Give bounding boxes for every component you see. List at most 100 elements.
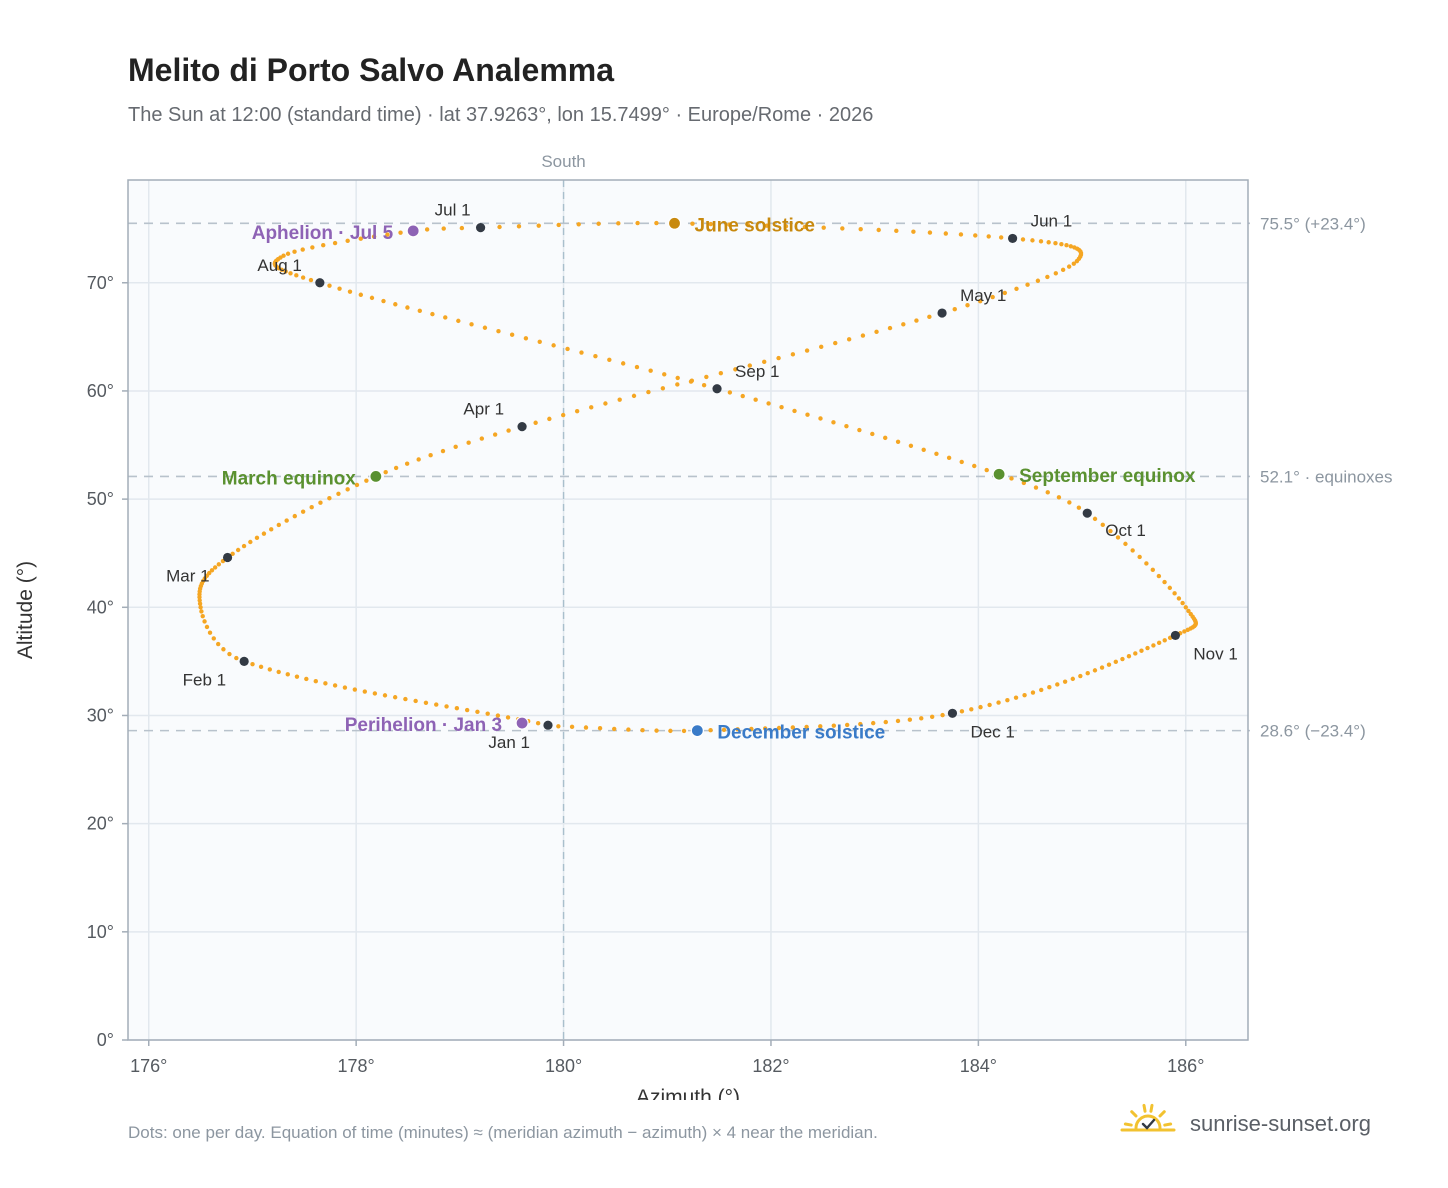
daily-dot <box>482 325 488 330</box>
daily-dot <box>883 719 888 725</box>
daily-dot <box>466 440 471 445</box>
y-tick-label: 10° <box>87 922 114 942</box>
x-tick-label: 176° <box>130 1056 167 1076</box>
daily-dot <box>660 386 666 391</box>
daily-dot <box>626 727 631 732</box>
event-marker <box>515 716 529 730</box>
daily-dot <box>283 269 288 274</box>
daily-dot <box>1145 645 1150 651</box>
daily-dot <box>560 412 566 418</box>
daily-dot <box>579 350 584 355</box>
daily-dot <box>1108 528 1113 534</box>
daily-dot <box>603 401 608 406</box>
month-label: Dec 1 <box>970 722 1014 741</box>
y-tick-label: 0° <box>97 1030 114 1050</box>
daily-dot <box>443 315 448 320</box>
daily-dot <box>766 401 771 406</box>
axes: 176° 178° 180° 182° 184° 186° 0° 10° 20° 30° 40° 50… <box>87 273 1205 1076</box>
daily-dot <box>300 247 305 252</box>
daily-dot <box>327 496 332 501</box>
daily-dot <box>704 374 709 380</box>
daily-dot <box>749 726 754 732</box>
daily-dot <box>894 228 899 234</box>
month-label: Sep 1 <box>735 362 779 381</box>
daily-dot <box>248 539 253 545</box>
daily-dot <box>1021 480 1027 486</box>
daily-dot <box>434 702 439 707</box>
daily-dot <box>1066 264 1072 269</box>
daily-dot <box>479 436 485 441</box>
event-marker <box>992 467 1006 481</box>
daily-dot <box>986 234 991 239</box>
daily-dot <box>589 405 594 410</box>
daily-dot <box>990 294 995 300</box>
month-label: May 1 <box>960 286 1006 305</box>
daily-dot <box>998 235 1004 240</box>
daily-dot <box>250 661 255 667</box>
daily-dot <box>943 231 949 236</box>
daily-dot <box>441 226 446 231</box>
daily-dot <box>323 681 328 686</box>
logo-ray <box>1123 1122 1133 1127</box>
month-label: Mar 1 <box>166 567 209 586</box>
daily-dot <box>681 728 687 734</box>
daily-dot <box>358 236 363 241</box>
daily-dot <box>1072 245 1077 250</box>
daily-dot <box>417 308 422 313</box>
daily-dot <box>523 336 529 341</box>
month-label: Jan 1 <box>488 733 530 752</box>
meridian-label: South <box>541 152 585 171</box>
daily-dot <box>583 725 589 730</box>
daily-dot <box>940 712 945 718</box>
month-label: Aug 1 <box>257 256 301 275</box>
daily-dot <box>199 609 204 614</box>
brand-name: sunrise-sunset.org <box>1190 1111 1371 1136</box>
daily-dot <box>1064 242 1069 248</box>
daily-dot <box>883 435 888 441</box>
event-label: December solstice <box>717 723 885 744</box>
daily-dot <box>819 344 824 350</box>
daily-dot <box>804 348 810 353</box>
daily-dot <box>631 393 637 399</box>
daily-dot <box>1180 600 1185 606</box>
daily-dot <box>537 339 542 345</box>
daily-dot <box>464 707 470 713</box>
daily-dot <box>1070 676 1076 682</box>
daily-dot <box>569 724 575 730</box>
daily-dot <box>204 624 210 630</box>
daily-dot <box>1053 241 1058 246</box>
daily-dot <box>1047 684 1052 690</box>
daily-dot <box>404 461 410 466</box>
daily-dot <box>556 724 561 729</box>
daily-dot <box>745 222 751 228</box>
daily-dot <box>617 397 622 402</box>
daily-dot <box>556 222 561 228</box>
daily-dot <box>1068 244 1074 249</box>
daily-dot <box>1002 290 1008 296</box>
daily-dot <box>1035 278 1041 283</box>
daily-dot <box>505 715 511 720</box>
logo-ray <box>1163 1122 1173 1127</box>
month-marker <box>1170 630 1181 641</box>
daily-dot <box>876 227 881 233</box>
daily-dot <box>1039 687 1044 693</box>
daily-dot <box>1059 241 1064 247</box>
daily-dot <box>675 382 680 387</box>
daily-dot <box>285 672 290 677</box>
daily-dot <box>1092 668 1098 673</box>
x-tick-label: 180° <box>545 1056 582 1076</box>
daily-dot <box>454 706 460 711</box>
daily-dot <box>870 431 875 437</box>
daily-dot <box>405 305 410 310</box>
daily-dot <box>385 232 390 237</box>
daily-dot <box>973 233 978 238</box>
daily-dot <box>1022 692 1027 698</box>
daily-dot <box>230 551 235 557</box>
month-marker <box>239 656 249 666</box>
daily-dot <box>721 727 727 732</box>
daily-dot <box>212 565 218 570</box>
daily-dot <box>908 443 914 448</box>
daily-dot <box>1156 573 1162 579</box>
daily-dot <box>261 531 267 536</box>
daily-dot <box>871 720 876 726</box>
